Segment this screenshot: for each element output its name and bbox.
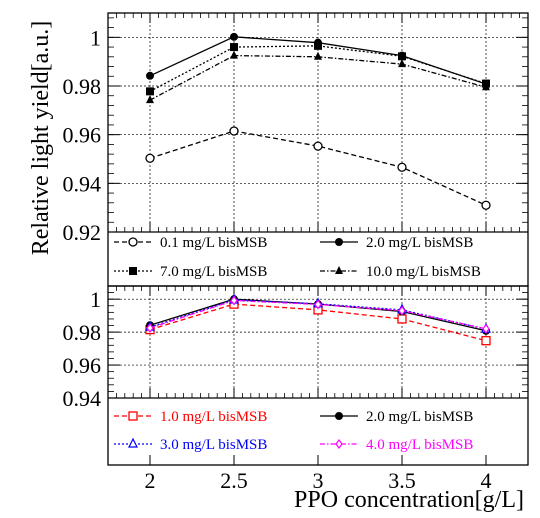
marker-filled-triangle — [398, 59, 406, 68]
marker-open-diamond — [335, 439, 343, 449]
x-axis: 2 2.5 3 3.5 4 — [145, 455, 492, 493]
marker-filled-square — [146, 87, 154, 96]
series-1-3 — [146, 295, 490, 334]
series-0-3 — [146, 50, 490, 104]
x-tick-label: 3 — [313, 468, 324, 493]
marker-open-circle — [397, 162, 407, 172]
y-tick-label: 0.98 — [63, 74, 102, 99]
marker-open-triangle — [128, 437, 138, 448]
legend-entry: 0.1 mg/L bisMSB — [114, 235, 267, 251]
x-tick-label: 2 — [145, 468, 156, 493]
marker-open-circle — [313, 141, 323, 151]
series-0-0 — [145, 126, 491, 210]
legend-label: 10.0 mg/L bisMSB — [366, 264, 481, 280]
marker-open-circle — [481, 200, 491, 210]
series-line — [149, 45, 487, 92]
x-tick-label: 4 — [481, 468, 492, 493]
legend-label: 0.1 mg/L bisMSB — [160, 235, 267, 251]
marker-filled-circle — [335, 412, 343, 420]
marker-open-diamond — [482, 323, 490, 334]
marker-open-diamond — [314, 299, 322, 310]
legend-entry: 3.0 mg/L bisMSB — [114, 437, 267, 453]
marker-open-square — [481, 336, 491, 346]
legend-entry: 10.0 mg/L bisMSB — [320, 264, 481, 280]
legend-label: 4.0 mg/L bisMSB — [366, 437, 473, 453]
y-tick-label: 0.94 — [63, 171, 102, 196]
marker-open-circle — [128, 237, 138, 247]
legend-entry: 2.0 mg/L bisMSB — [320, 409, 473, 425]
marker-filled-triangle — [482, 82, 490, 91]
y-tick-label: 1 — [90, 287, 101, 312]
marker-filled-circle — [146, 71, 154, 80]
x-axis-title: PPO concentration[g/L] — [294, 487, 524, 513]
marker-open-square — [128, 411, 138, 421]
series-line — [149, 130, 487, 206]
marker-filled-square — [398, 52, 406, 61]
upper-panel: 0.92 0.94 0.96 0.98 1 0.1 mg/L bisMSB 2.0 mg/L… — [63, 12, 529, 287]
marker-open-square — [397, 314, 407, 324]
marker-filled-triangle — [230, 50, 238, 59]
marker-filled-triangle — [146, 95, 154, 104]
marker-filled-square — [129, 267, 137, 275]
marker-open-circle — [229, 126, 239, 136]
legend-entry: 7.0 mg/L bisMSB — [114, 264, 267, 280]
y-axis-title: Relative light yield[a.u.] — [28, 21, 54, 256]
marker-filled-circle — [230, 32, 238, 41]
y-tick-label: 0.98 — [63, 320, 102, 345]
y-tick-label: 1 — [90, 25, 101, 50]
lower-panel: 0.94 0.96 0.98 1 1.0 mg/L bisMSB 2.0 mg/L bis… — [63, 285, 529, 466]
marker-open-circle — [145, 153, 155, 163]
legend-label: 1.0 mg/L bisMSB — [160, 409, 267, 425]
legend-entry: 1.0 mg/L bisMSB — [114, 409, 267, 425]
marker-open-diamond — [230, 295, 238, 306]
y-tick-label: 0.96 — [63, 353, 102, 378]
marker-filled-circle — [335, 238, 343, 246]
marker-open-diamond — [146, 323, 154, 333]
legend-entry: 2.0 mg/L bisMSB — [320, 235, 473, 251]
legend-label: 3.0 mg/L bisMSB — [160, 437, 267, 453]
y-tick-label: 0.94 — [63, 386, 102, 411]
marker-filled-square — [230, 43, 238, 52]
series-0-1 — [146, 32, 490, 89]
legend-label: 2.0 mg/L bisMSB — [366, 409, 473, 425]
x-tick-label: 3.5 — [388, 468, 416, 493]
y-tick-label: 0.92 — [63, 220, 102, 245]
x-tick-label: 2.5 — [220, 468, 248, 493]
marker-open-diamond — [398, 305, 406, 316]
marker-filled-square — [314, 41, 322, 50]
marker-filled-triangle — [314, 51, 322, 60]
legend-label: 2.0 mg/L bisMSB — [366, 235, 473, 251]
legend-entry: 4.0 mg/L bisMSB — [320, 437, 473, 453]
marker-filled-triangle — [335, 266, 343, 274]
y-tick-label: 0.96 — [63, 123, 102, 148]
legend-label: 7.0 mg/L bisMSB — [160, 264, 267, 280]
